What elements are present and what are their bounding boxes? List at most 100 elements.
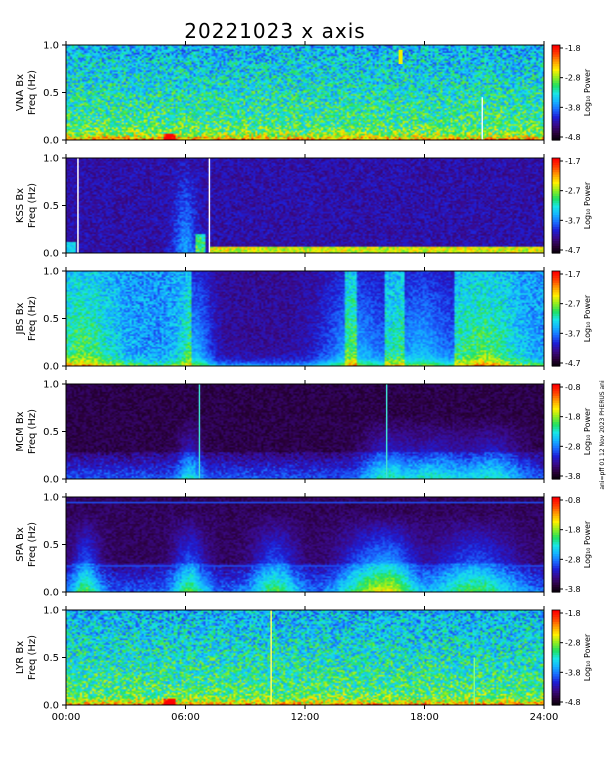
- colorbar-segment: [552, 54, 560, 58]
- colorbar-segment: [552, 619, 560, 623]
- colorbar-segment: [552, 499, 560, 503]
- colorbar-segment: [552, 582, 560, 586]
- colorbar-segment: [552, 318, 560, 322]
- colorbar-segment: [552, 652, 560, 656]
- colorbar-tick-label: -2.8: [565, 639, 581, 648]
- colorbar-segment: [552, 544, 560, 548]
- spectrogram-panel: 0.0 0.5 1.0 VNA Bx Freq (Hz) -1.8 -2.8 -3.8 -4.8…: [15, 41, 592, 147]
- colorbar-segment: [552, 388, 560, 392]
- colorbar-segment: [552, 460, 560, 463]
- colorbar-segment: [552, 342, 560, 346]
- colorbar-segment: [552, 693, 560, 697]
- colorbar-segment: [552, 238, 560, 242]
- colorbar-segment: [552, 614, 560, 618]
- colorbar-segment: [552, 125, 560, 129]
- colorbar-segment: [552, 669, 560, 673]
- colorbar-segment: [552, 339, 560, 343]
- colorbar-segment: [552, 419, 560, 423]
- colorbar-tick-label: -2.7: [565, 300, 581, 309]
- colorbar-segment: [552, 584, 560, 588]
- colorbar-segment: [552, 391, 560, 395]
- colorbar-segment: [552, 285, 560, 289]
- colorbar-segment: [552, 395, 560, 399]
- colorbar-segment: [552, 407, 560, 411]
- colorbar-segment: [552, 56, 560, 60]
- colorbar-segment: [552, 73, 560, 77]
- colorbar-segment: [552, 386, 560, 390]
- colorbar-segment: [552, 123, 560, 127]
- colorbar-segment: [552, 441, 560, 444]
- y-tick-label: 0.0: [43, 136, 59, 147]
- side-stamp: ani=pff 01 12 Nov 2023 PHERUS ani: [599, 380, 606, 490]
- colorbar-segment: [552, 287, 560, 291]
- colorbar-segment: [552, 462, 560, 466]
- colorbar-segment: [552, 294, 560, 298]
- colorbar-segment: [552, 222, 560, 226]
- colorbar-segment: [552, 561, 560, 565]
- y-axis-label: Freq (Hz): [27, 409, 38, 454]
- station-label: LYR Bx: [15, 641, 26, 674]
- colorbar-segment: [552, 320, 560, 324]
- colorbar-segment: [552, 130, 560, 134]
- colorbar-segment: [552, 702, 560, 706]
- colorbar-tick-label: -3.8: [565, 585, 581, 594]
- spectrogram-panel: 0.0 0.5 1.0 LYR Bx Freq (Hz) -1.8 -2.8 -3.8 -4.8…: [15, 606, 592, 712]
- colorbar-tick-label: -2.8: [565, 555, 581, 564]
- colorbar-segment: [552, 66, 560, 70]
- colorbar-frame: [551, 383, 561, 480]
- colorbar-segment: [552, 99, 560, 103]
- colorbar-segment: [552, 271, 560, 274]
- colorbar-segment: [552, 403, 560, 406]
- spectrogram-panel: 0.0 0.5 1.0 JBS Bx Freq (Hz) -1.7 -2.7 -3.7 -4.7…: [15, 267, 592, 373]
- colorbar-tick-label: -4.7: [565, 359, 581, 368]
- spectrogram-panel: 0.0 0.5 1.0 KSS Bx Freq (Hz) -1.7 -2.7 -3.7 -4.7…: [15, 154, 592, 260]
- spectrogram-image: [66, 497, 544, 592]
- colorbar-tick-label: -2.8: [565, 74, 581, 83]
- y-tick-label: 0.5: [43, 653, 59, 664]
- colorbar-segment: [552, 429, 560, 433]
- colorbar-tick-label: -3.7: [565, 216, 581, 225]
- colorbar-segment: [552, 273, 560, 277]
- colorbar-segment: [552, 624, 560, 628]
- colorbar-segment: [552, 539, 560, 543]
- colorbar-segment: [552, 467, 560, 471]
- colorbar-segment: [552, 686, 560, 689]
- colorbar-segment: [552, 87, 560, 91]
- colorbar-segment: [552, 422, 560, 425]
- colorbar-segment: [552, 659, 560, 663]
- colorbar-label: Log₁₀ Power: [583, 633, 592, 681]
- colorbar-segment: [552, 226, 560, 230]
- colorbar-segment: [552, 299, 560, 303]
- colorbar-segment: [552, 676, 560, 680]
- colorbar-segment: [552, 292, 560, 296]
- colorbar-tick-label: -1.8: [565, 413, 581, 422]
- colorbar-segment: [552, 410, 560, 414]
- colorbar-segment: [552, 49, 560, 53]
- colorbar-segment: [552, 631, 560, 635]
- colorbar-segment: [552, 523, 560, 527]
- colorbar-segment: [552, 224, 560, 228]
- x-tick-label: 06:00: [171, 712, 200, 723]
- colorbar-segment: [552, 674, 560, 678]
- colorbar-segment: [552, 215, 560, 218]
- colorbar-segment: [552, 174, 560, 178]
- colorbar-segment: [552, 445, 560, 449]
- y-tick-label: 0.5: [43, 540, 59, 551]
- colorbar-segment: [552, 551, 560, 555]
- colorbar-label: Log₁₀ Power: [583, 68, 592, 116]
- colorbar-segment: [552, 177, 560, 180]
- spectrogram-image: [66, 158, 544, 253]
- colorbar-tick-label: -2.8: [565, 442, 581, 451]
- y-tick-label: 1.0: [43, 267, 59, 278]
- colorbar-segment: [552, 250, 560, 254]
- colorbar-segment: [552, 52, 560, 56]
- colorbar-segment: [552, 648, 560, 651]
- colorbar-segment: [552, 662, 560, 666]
- colorbar-segment: [552, 690, 560, 694]
- colorbar-segment: [552, 426, 560, 430]
- colorbar-segment: [552, 612, 560, 616]
- colorbar-segment: [552, 102, 560, 105]
- colorbar-segment: [552, 650, 560, 654]
